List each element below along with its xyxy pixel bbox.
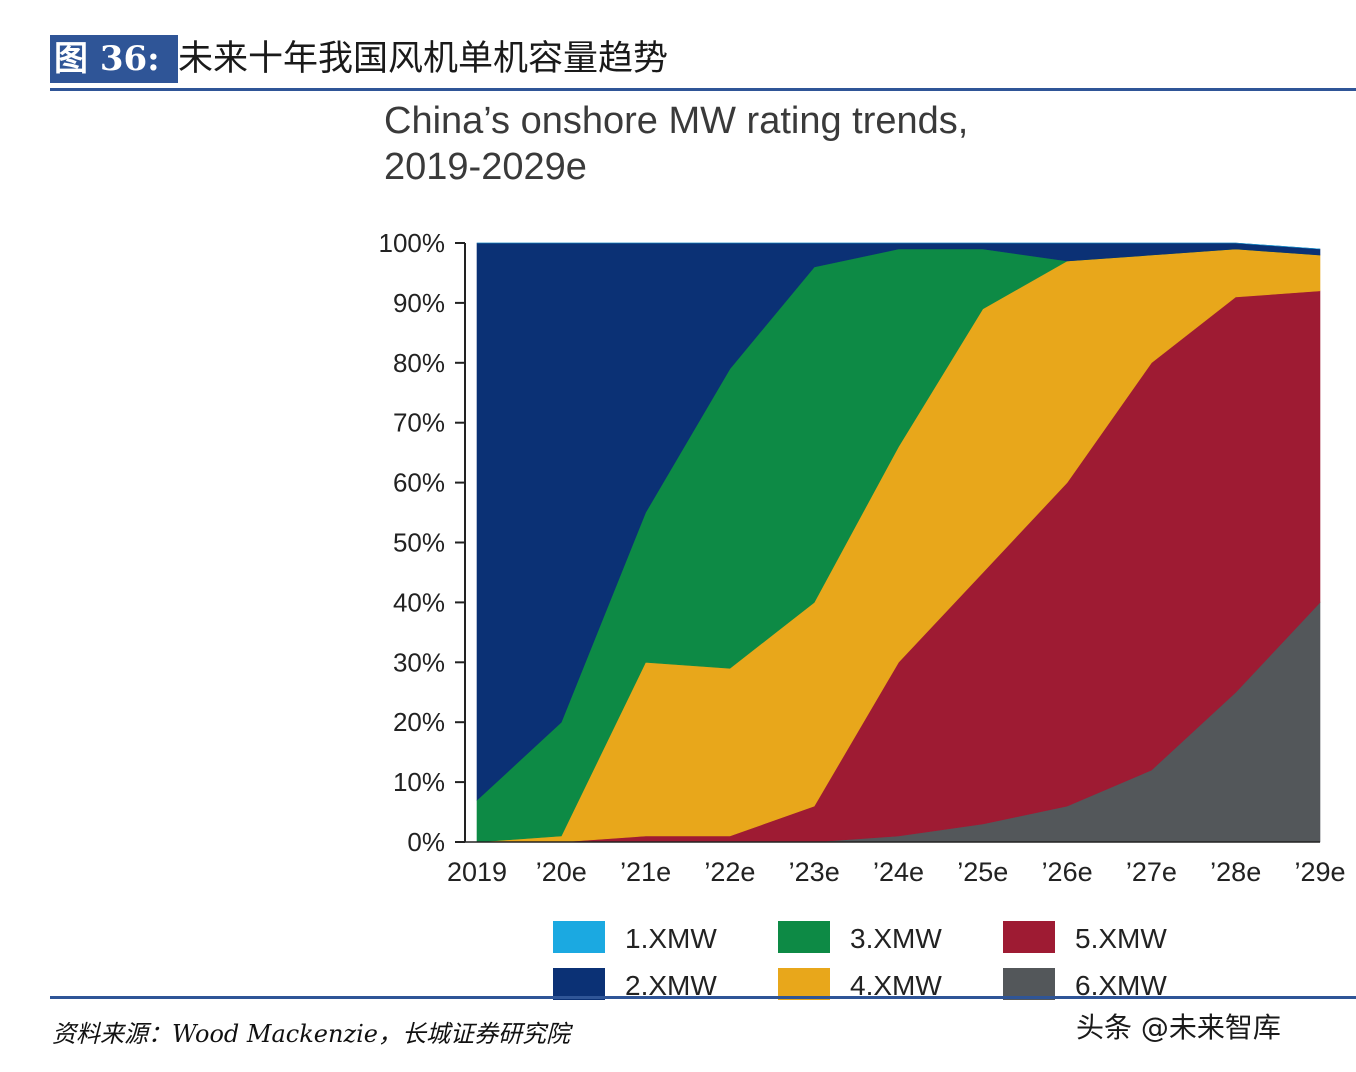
x-tick-label: ’22e xyxy=(704,857,755,887)
legend-label-1-xmw: 1.XMW xyxy=(625,923,717,954)
x-tick-label: ’20e xyxy=(536,857,587,887)
y-tick-label: 30% xyxy=(393,647,445,677)
y-tick-label: 50% xyxy=(393,528,445,558)
area-series-1-xmw xyxy=(477,242,1321,250)
x-tick-label: ’24e xyxy=(873,857,924,887)
legend-swatch-2-xmw xyxy=(553,968,605,1000)
chart-legend: 1.XMW 3.XMW 5.XMW 2.XMW 4.XMW 6.XMW xyxy=(553,921,1167,1000)
header-rule xyxy=(50,88,1356,91)
watermark-text: 头条 @未来智库 xyxy=(1076,1011,1281,1044)
x-tick-label: ’26e xyxy=(1042,857,1093,887)
chart-title-line-1: China’s onshore MW rating trends, xyxy=(384,100,969,142)
y-tick-label: 10% xyxy=(393,767,445,797)
figure-header: 图 36: 未来十年我国风机单机容量趋势 xyxy=(50,33,1356,87)
x-tick-label: ’28e xyxy=(1210,857,1261,887)
legend-swatch-5-xmw xyxy=(1003,921,1055,953)
stacked-area-chart: 0% 10% 20% 30% 40% 50% 60% 70% 80% 90% 100% 2019 ’20… xyxy=(379,228,1346,1000)
figure-title: 未来十年我国风机单机容量趋势 xyxy=(178,39,669,79)
x-tick-label: 2019 xyxy=(447,857,507,887)
chart-axes: 0% 10% 20% 30% 40% 50% 60% 70% 80% 90% 100% 2019 ’20… xyxy=(379,228,1346,887)
legend-swatch-3-xmw xyxy=(778,921,830,953)
x-tick-label: ’23e xyxy=(789,857,840,887)
x-tick-label: ’21e xyxy=(620,857,671,887)
y-tick-label: 70% xyxy=(393,408,445,438)
y-tick-label: 20% xyxy=(393,707,445,737)
legend-label-4-xmw: 4.XMW xyxy=(850,970,942,1000)
source-note: 资料来源：Wood Mackenzie，长城证券研究院 xyxy=(52,1020,570,1048)
y-tick-label: 80% xyxy=(393,348,445,378)
legend-swatch-4-xmw xyxy=(778,968,830,1000)
legend-label-2-xmw: 2.XMW xyxy=(625,970,717,1000)
y-tick-label: 100% xyxy=(379,228,446,258)
y-tick-label: 0% xyxy=(407,827,445,857)
y-tick-label: 60% xyxy=(393,468,445,498)
legend-label-3-xmw: 3.XMW xyxy=(850,923,942,954)
legend-label-6-xmw: 6.XMW xyxy=(1075,970,1167,1000)
chart-title-line-2: 2019-2029e xyxy=(384,146,587,188)
y-tick-label: 40% xyxy=(393,587,445,617)
figure-label: 图 36: xyxy=(50,35,178,83)
footer-rule xyxy=(50,996,1356,999)
legend-label-5-xmw: 5.XMW xyxy=(1075,923,1167,954)
x-tick-label: ’25e xyxy=(957,857,1008,887)
y-tick-label: 90% xyxy=(393,288,445,318)
chart-title: China’s onshore MW rating trends, 2019-2… xyxy=(384,98,1284,190)
x-tick-label: ’27e xyxy=(1126,857,1177,887)
x-tick-label: ’29e xyxy=(1294,857,1345,887)
area-series-group xyxy=(476,242,1321,843)
legend-swatch-6-xmw xyxy=(1003,968,1055,1000)
legend-swatch-1-xmw xyxy=(553,921,605,953)
